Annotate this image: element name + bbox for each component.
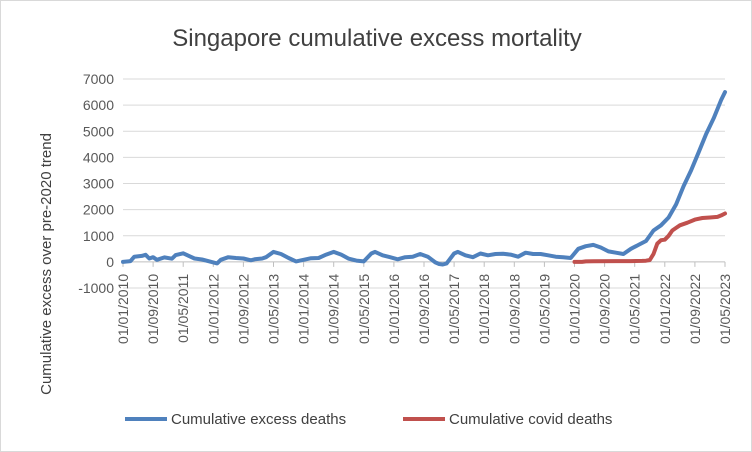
x-tick-label: 01/01/2014 xyxy=(296,274,312,344)
x-tick-label: 01/05/2019 xyxy=(536,274,552,344)
y-tick-label: 0 xyxy=(106,254,114,270)
x-tick-label: 01/09/2022 xyxy=(687,274,703,344)
gridlines xyxy=(123,78,725,289)
x-tick-label: 01/09/2012 xyxy=(235,274,251,344)
x-tick-label: 01/09/2016 xyxy=(416,274,432,344)
series-line-excess-deaths xyxy=(121,90,727,267)
y-tick-label: 3000 xyxy=(83,176,114,192)
x-tick-label: 01/09/2018 xyxy=(506,274,522,344)
legend-label-excess: Cumulative excess deaths xyxy=(171,411,346,428)
x-tick-label: 01/09/2020 xyxy=(597,274,613,344)
legend: Cumulative excess deaths Cumulative covi… xyxy=(125,411,612,428)
y-tick-label: 4000 xyxy=(83,149,114,165)
y-tick-label: 7000 xyxy=(83,71,114,87)
y-tick-label: 1000 xyxy=(83,228,114,244)
x-tick-label: 01/05/2023 xyxy=(717,274,733,344)
series-lines xyxy=(121,90,727,267)
y-tick-labels: -1000 0 1000 2000 3000 4000 5000 6000 7000 xyxy=(78,71,114,296)
y-tick-label: 5000 xyxy=(83,123,114,139)
x-tick-labels: 01/01/2010 01/09/2010 01/05/2011 01/01/2012… xyxy=(115,261,733,344)
x-tick-label: 01/09/2014 xyxy=(326,274,342,344)
x-tick-label: 01/05/2021 xyxy=(627,274,643,344)
x-tick-label: 01/05/2013 xyxy=(266,274,282,344)
x-tick-label: 01/09/2010 xyxy=(145,274,161,344)
y-tick-label: -1000 xyxy=(78,280,114,296)
x-tick-label: 01/01/2022 xyxy=(657,274,673,344)
x-tick-label: 01/01/2012 xyxy=(205,274,221,344)
x-tick-label: 01/01/2018 xyxy=(476,274,492,344)
x-tick-label: 01/01/2010 xyxy=(115,274,131,344)
x-tick-label: 01/01/2020 xyxy=(567,274,583,344)
chart-title: Singapore cumulative excess mortality xyxy=(172,25,582,52)
x-tick-label: 01/05/2011 xyxy=(175,274,191,343)
y-tick-label: 6000 xyxy=(83,97,114,113)
y-tick-label: 2000 xyxy=(83,202,114,218)
y-axis-label: Cumulative excess over pre-2020 trend xyxy=(38,133,55,395)
legend-label-covid: Cumulative covid deaths xyxy=(449,411,612,428)
x-tick-label: 01/05/2015 xyxy=(356,274,372,344)
x-tick-label: 01/05/2017 xyxy=(446,274,462,344)
series-line-covid-deaths xyxy=(572,211,727,264)
x-tick-label: 01/01/2016 xyxy=(386,274,402,344)
